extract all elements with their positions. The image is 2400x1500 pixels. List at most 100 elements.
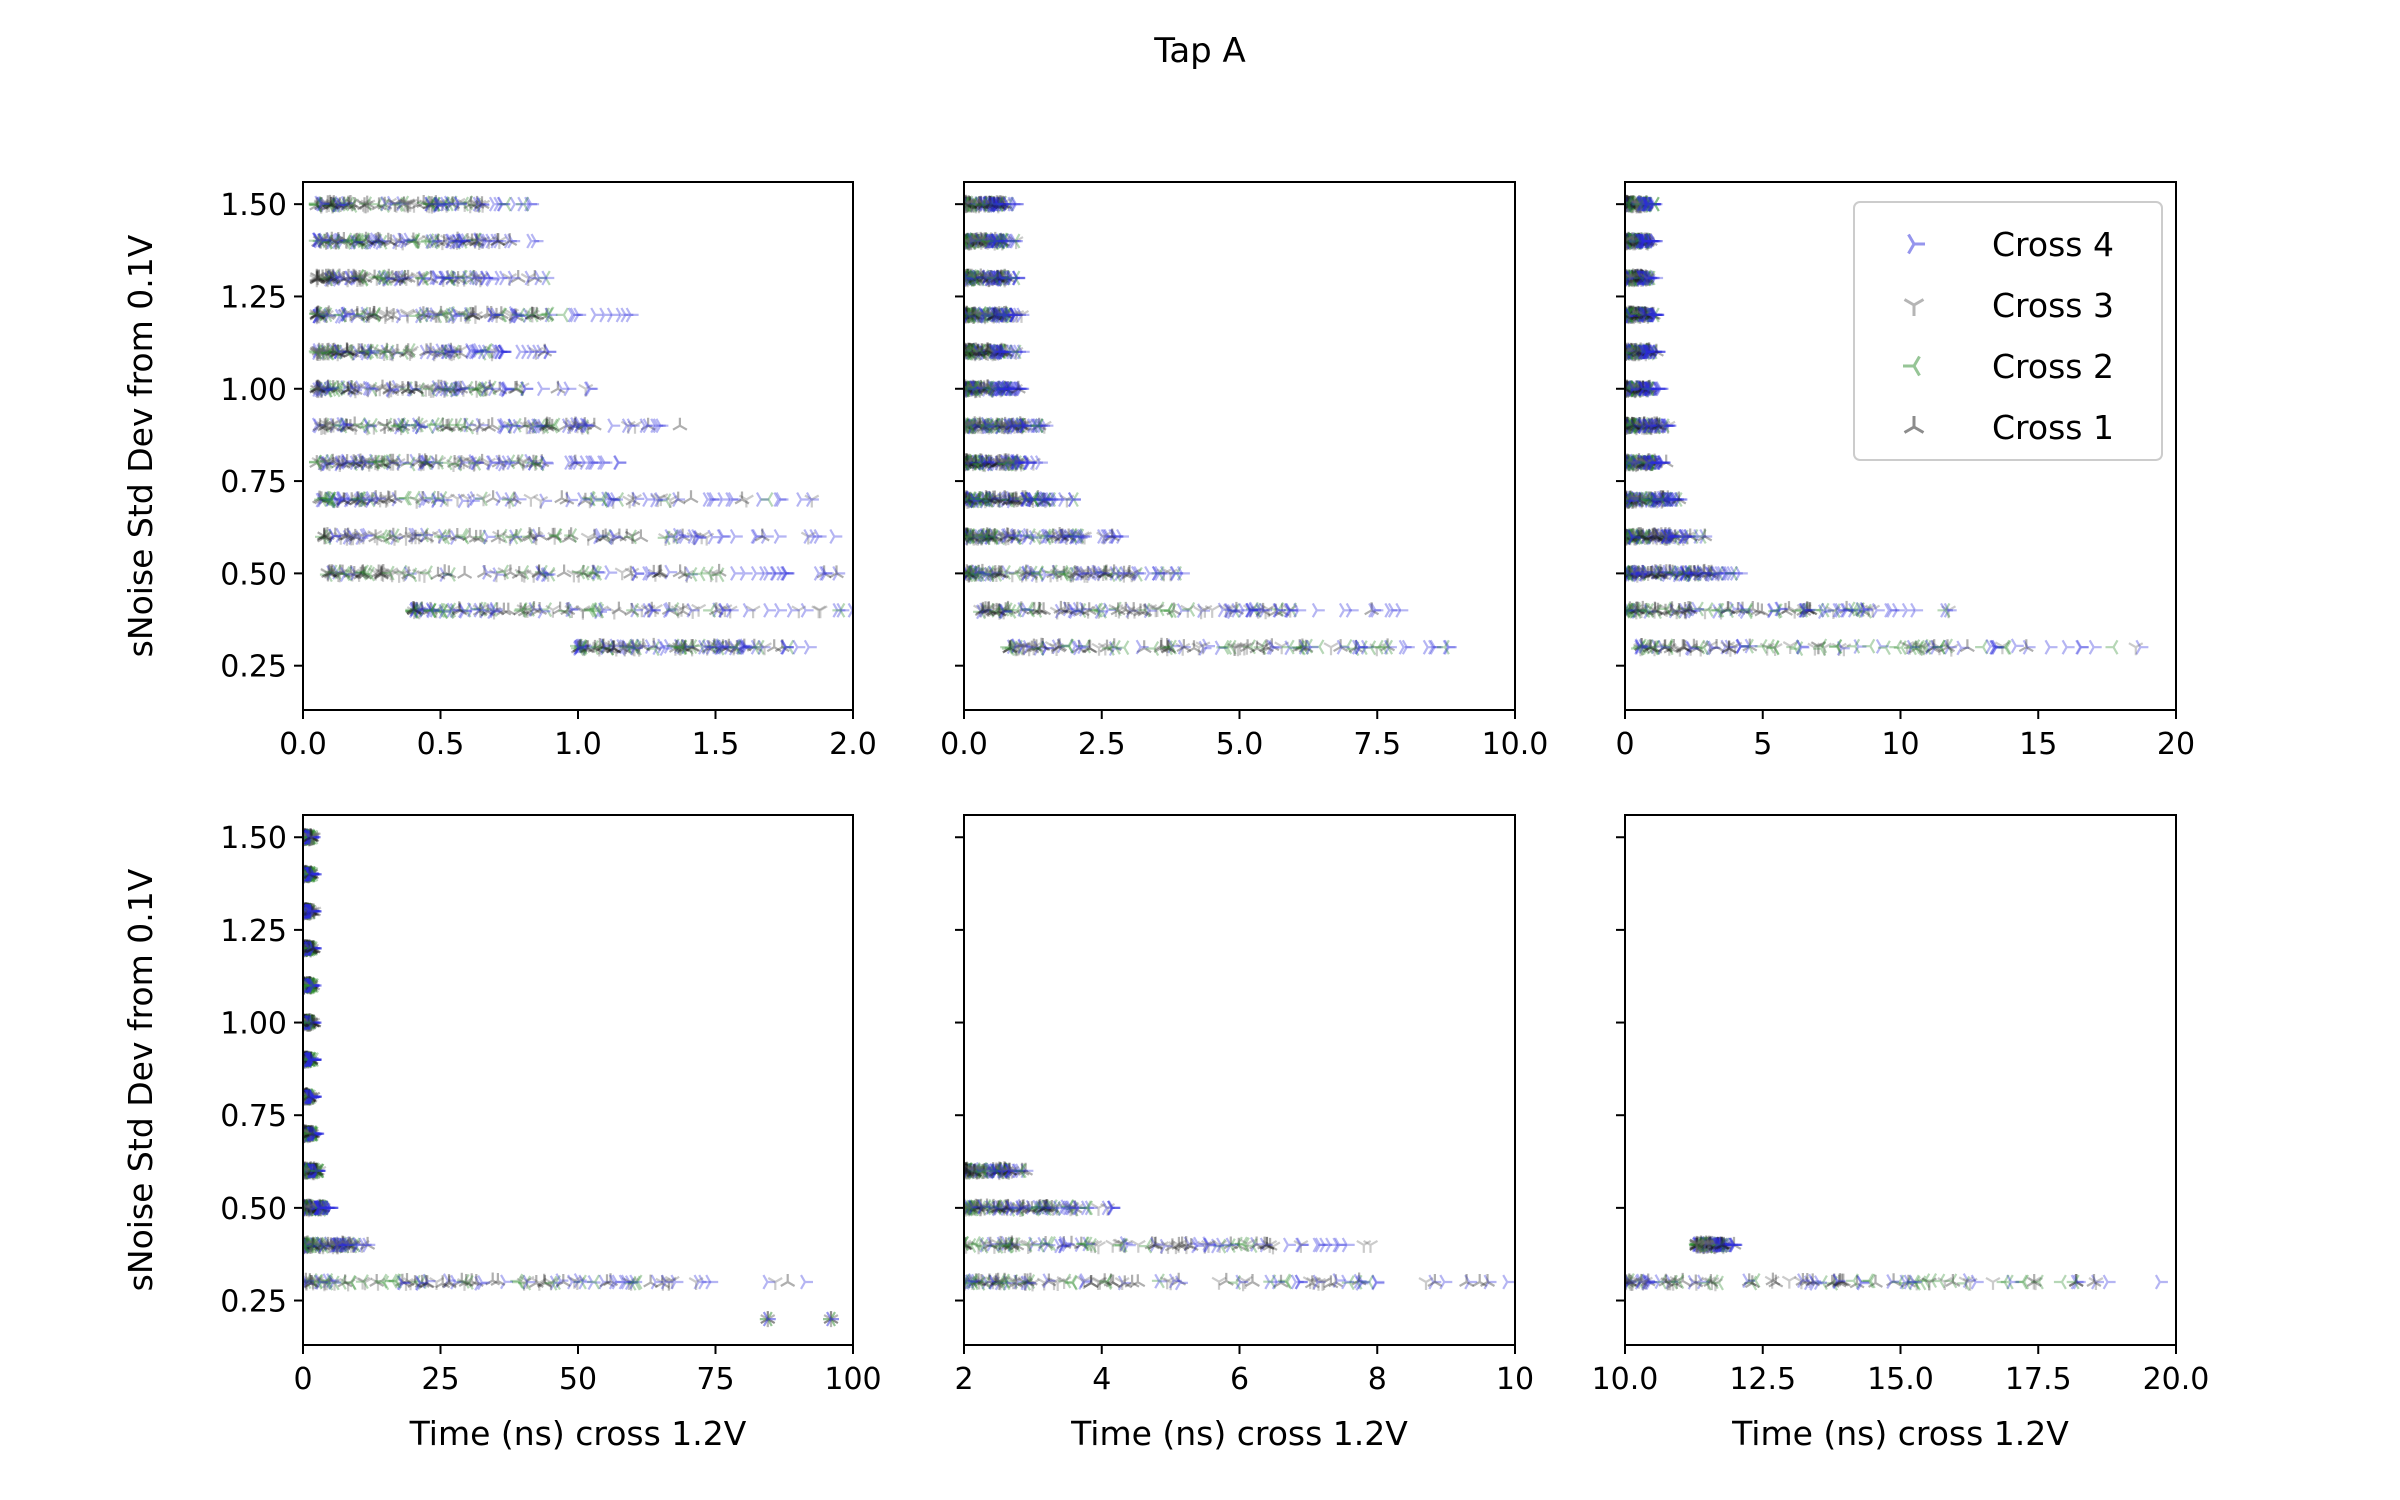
scatter-point xyxy=(445,196,459,212)
scatter-point xyxy=(400,343,416,357)
scatter-point xyxy=(390,382,406,396)
scatter-point xyxy=(327,527,343,541)
scatter-point xyxy=(477,383,493,397)
scatter-point xyxy=(337,566,351,581)
scatter-point xyxy=(509,380,525,394)
subplots: 0.0 0.5 1.0 1.5 2.00.250.500.751.001.251.50s… xyxy=(121,181,2209,1453)
scatter-point xyxy=(347,528,363,542)
scatter-point xyxy=(382,197,397,211)
scatter-point xyxy=(985,271,999,287)
scatter-point xyxy=(377,420,393,434)
scatter-point xyxy=(332,456,348,470)
scatter-point xyxy=(468,381,482,397)
scatter-point xyxy=(317,269,331,285)
scatter-point xyxy=(309,347,325,361)
scatter-point xyxy=(309,311,325,325)
scatter-point xyxy=(985,234,999,250)
scatter-point xyxy=(585,381,599,397)
scatter-point xyxy=(523,493,539,507)
scatter-point xyxy=(971,199,987,213)
scatter-point xyxy=(431,345,445,361)
scatter-point xyxy=(317,492,331,508)
y-tick-label: 1.25 xyxy=(220,280,287,315)
scatter-point xyxy=(440,269,454,285)
scatter-point xyxy=(434,344,448,360)
scatter-point xyxy=(462,456,478,470)
scatter-point xyxy=(496,457,511,471)
scatter-point xyxy=(978,235,994,249)
scatter-point xyxy=(472,274,488,288)
scatter-point xyxy=(964,196,978,212)
scatter-point xyxy=(520,381,534,397)
scatter-point xyxy=(349,382,362,398)
scatter-point xyxy=(313,422,329,435)
scatter-point xyxy=(594,604,607,620)
scatter-point xyxy=(574,639,588,655)
scatter-point xyxy=(399,308,415,322)
scatter-point xyxy=(781,565,795,581)
scatter-point xyxy=(428,233,442,249)
scatter-point xyxy=(967,235,983,249)
scatter-point xyxy=(429,307,443,323)
scatter-point xyxy=(735,639,749,655)
scatter-point xyxy=(591,564,605,580)
scatter-point xyxy=(339,566,353,582)
scatter-point xyxy=(987,237,1003,251)
scatter-point xyxy=(351,234,365,250)
scatter-point xyxy=(330,232,346,245)
scatter-point xyxy=(836,602,850,618)
scatter-point xyxy=(482,564,495,580)
scatter-point xyxy=(996,269,1010,285)
scatter-point xyxy=(995,198,1011,212)
scatter-point xyxy=(348,233,364,247)
scatter-point xyxy=(472,196,486,212)
scatter-point xyxy=(331,197,345,213)
scatter-point xyxy=(989,233,1003,249)
scatter-point xyxy=(318,347,334,361)
scatter-point xyxy=(582,418,596,434)
scatter-point xyxy=(380,232,396,246)
scatter-point xyxy=(319,232,335,246)
scatter-point xyxy=(435,307,449,323)
scatter-point xyxy=(312,345,325,361)
scatter-point xyxy=(773,528,787,544)
scatter-point xyxy=(420,454,434,470)
scatter-point xyxy=(964,270,974,284)
scatter-point xyxy=(536,381,550,397)
scatter-point xyxy=(345,491,359,507)
scatter-point xyxy=(332,564,348,578)
scatter-point xyxy=(409,381,425,395)
scatter-point xyxy=(964,270,976,286)
scatter-point xyxy=(428,454,444,468)
scatter-point xyxy=(615,640,631,654)
scatter-point xyxy=(399,198,415,212)
scatter-point xyxy=(432,198,446,214)
scatter-point xyxy=(311,345,327,359)
scatter-point xyxy=(490,307,504,323)
scatter-point xyxy=(536,566,549,582)
scatter-point xyxy=(406,606,422,620)
scatter-point xyxy=(540,568,556,582)
scatter-point xyxy=(648,602,661,618)
scatter-point xyxy=(507,381,523,394)
scatter-point xyxy=(625,639,641,653)
scatter-point xyxy=(438,270,452,286)
scatter-point xyxy=(485,271,499,287)
scatter-point xyxy=(986,233,1000,249)
scatter-point xyxy=(964,200,975,213)
scatter-point xyxy=(352,272,368,286)
scatter-point xyxy=(622,640,636,656)
scatter-point xyxy=(376,456,392,470)
scatter-point xyxy=(978,234,994,248)
scatter-point xyxy=(435,273,451,287)
scatter-point xyxy=(605,640,621,654)
scatter-point xyxy=(444,195,458,211)
scatter-point xyxy=(319,343,335,357)
scatter-point xyxy=(647,603,663,617)
scatter-point xyxy=(468,529,484,543)
scatter-point xyxy=(847,602,853,618)
scatter-point xyxy=(421,234,437,248)
scatter-point xyxy=(739,565,753,581)
scatter-point xyxy=(578,383,594,397)
scatter-point xyxy=(606,307,620,323)
